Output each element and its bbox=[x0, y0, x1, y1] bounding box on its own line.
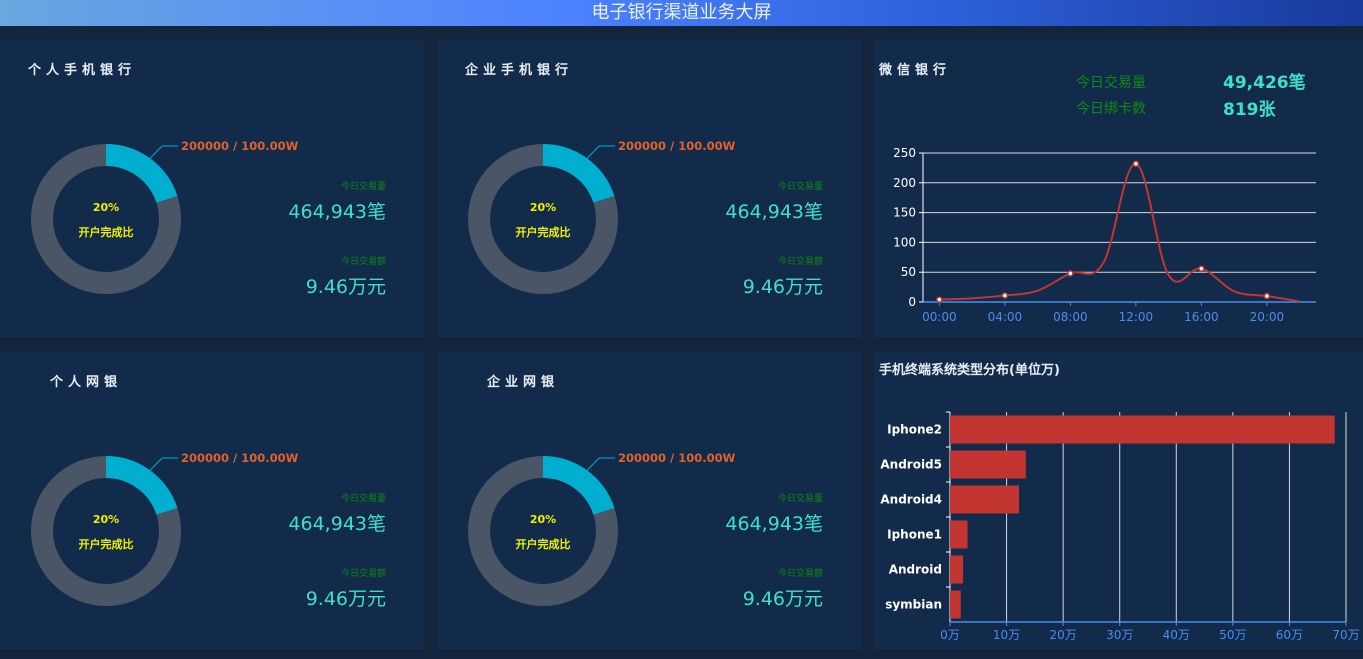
percent-label: 开户完成比 bbox=[78, 538, 134, 551]
percent-value: 20% bbox=[92, 201, 120, 214]
donut-panel: 企业网银 200000 / 100.00W 20% 开户完成比 今日交易量 46… bbox=[437, 352, 861, 650]
panel-title: 手机终端系统类型分布(单位万) bbox=[879, 363, 1060, 378]
y-tick-label: Iphone1 bbox=[887, 528, 942, 542]
amount-value: 9.46万元 bbox=[305, 588, 386, 610]
panel-title: 企业网银 bbox=[487, 375, 560, 390]
donut-panel: 个人手机银行 200000 / 100.00W 20% 开户完成比 今日交易量 … bbox=[0, 40, 424, 338]
donut-chart bbox=[31, 144, 181, 294]
donut-chart bbox=[468, 456, 618, 606]
percent-label: 开户完成比 bbox=[515, 226, 571, 239]
amount-label: 今日交易额 bbox=[340, 569, 386, 579]
count-label: 今日交易量 bbox=[340, 494, 386, 504]
label-leader-line bbox=[149, 457, 178, 471]
percent-label: 开户完成比 bbox=[78, 226, 134, 239]
donut-segment bbox=[468, 144, 618, 294]
panel-title: 微信银行 bbox=[879, 63, 952, 78]
line-chart: 0 50 100 150 200 250 00:00 04:00 08:00 12:00 16:00… bbox=[893, 146, 1316, 324]
x-tick-label: 20:00 bbox=[1250, 310, 1285, 324]
percent-value: 20% bbox=[529, 513, 557, 526]
x-tick-label: 30万 bbox=[1106, 628, 1133, 642]
y-tick-label: 50 bbox=[901, 265, 916, 279]
data-point bbox=[1198, 265, 1205, 272]
y-tick-label: 250 bbox=[893, 146, 916, 160]
wechat-bank-panel: 微信银行 今日交易量 49,426笔 今日绑卡数 819张 0 50 100 150 2… bbox=[874, 40, 1363, 338]
x-tick-label: 70万 bbox=[1332, 628, 1359, 642]
y-tick-label: Android5 bbox=[880, 458, 942, 472]
donut-segment bbox=[468, 456, 618, 606]
x-tick-label: 20万 bbox=[1050, 628, 1077, 642]
donut-panel: 企业手机银行 200000 / 100.00W 20% 开户完成比 今日交易量 … bbox=[437, 40, 861, 338]
x-tick-label: 10万 bbox=[993, 628, 1020, 642]
line-series bbox=[939, 162, 1300, 303]
donut-chart bbox=[31, 456, 181, 606]
amount-value: 9.46万元 bbox=[742, 276, 823, 298]
bar bbox=[950, 415, 1335, 444]
count-value: 464,943笔 bbox=[725, 201, 823, 223]
data-point bbox=[1001, 292, 1009, 299]
donut-segment bbox=[31, 144, 181, 294]
amount-value: 9.46万元 bbox=[742, 588, 823, 610]
count-label: 今日交易量 bbox=[777, 494, 823, 504]
count-label: 今日交易量 bbox=[777, 182, 823, 192]
label-leader-line bbox=[149, 145, 178, 159]
data-point bbox=[1067, 270, 1074, 277]
y-tick-label: Android bbox=[889, 563, 942, 577]
y-tick-label: Iphone2 bbox=[887, 423, 942, 437]
x-tick-label: 50万 bbox=[1219, 628, 1246, 642]
donut-label: 200000 / 100.00W bbox=[618, 451, 736, 465]
y-tick-label: 150 bbox=[893, 206, 916, 220]
panel-title: 个人手机银行 bbox=[28, 63, 137, 78]
count-value: 464,943笔 bbox=[288, 201, 386, 223]
count-label: 今日交易量 bbox=[340, 182, 386, 192]
amount-label: 今日交易额 bbox=[777, 257, 823, 267]
x-tick-label: 08:00 bbox=[1053, 310, 1088, 324]
bar bbox=[950, 485, 1020, 514]
x-tick-label: 40万 bbox=[1163, 628, 1190, 642]
data-point bbox=[1132, 160, 1140, 167]
bar bbox=[950, 555, 964, 584]
data-point bbox=[936, 296, 943, 303]
y-tick-label: 200 bbox=[893, 176, 916, 190]
donut-label: 200000 / 100.00W bbox=[618, 139, 736, 153]
percent-value: 20% bbox=[92, 513, 120, 526]
donut-chart bbox=[468, 144, 618, 294]
amount-label: 今日交易额 bbox=[777, 569, 823, 579]
percent-label: 开户完成比 bbox=[515, 538, 571, 551]
tx-value: 49,426笔 bbox=[1223, 73, 1306, 93]
label-leader-line bbox=[586, 145, 615, 159]
label-leader-line bbox=[586, 457, 615, 471]
panel-title: 个人网银 bbox=[50, 375, 123, 390]
count-value: 464,943笔 bbox=[288, 513, 386, 535]
x-tick-label: 04:00 bbox=[988, 310, 1023, 324]
bar bbox=[950, 520, 968, 549]
page-title: 电子银行渠道业务大屏 bbox=[591, 2, 772, 23]
panel-title: 企业手机银行 bbox=[465, 63, 574, 78]
y-tick-label: Android4 bbox=[880, 493, 942, 507]
x-tick-label: 16:00 bbox=[1184, 310, 1219, 324]
donut-segment bbox=[31, 456, 181, 606]
y-tick-label: symbian bbox=[885, 598, 942, 612]
page-header: 电子银行渠道业务大屏 bbox=[0, 0, 1363, 26]
terminal-panel: 手机终端系统类型分布(单位万) 0万 10万 20万 30万 40万 50万 60万 70万 I… bbox=[874, 352, 1363, 650]
donut-panel: 个人网银 200000 / 100.00W 20% 开户完成比 今日交易量 46… bbox=[0, 352, 424, 650]
tx-label: 今日交易量 bbox=[1076, 75, 1146, 91]
y-tick-label: 0 bbox=[908, 295, 916, 309]
x-tick-label: 00:00 bbox=[922, 310, 957, 324]
x-tick-label: 12:00 bbox=[1119, 310, 1154, 324]
bar-chart: 0万 10万 20万 30万 40万 50万 60万 70万 Iphone2 Android5 An… bbox=[880, 411, 1360, 642]
bar bbox=[950, 450, 1026, 479]
donut-label: 200000 / 100.00W bbox=[181, 451, 299, 465]
amount-label: 今日交易额 bbox=[340, 257, 386, 267]
x-tick-label: 60万 bbox=[1276, 628, 1303, 642]
count-value: 464,943笔 bbox=[725, 513, 823, 535]
percent-value: 20% bbox=[529, 201, 557, 214]
card-value: 819张 bbox=[1223, 100, 1276, 120]
card-label: 今日绑卡数 bbox=[1076, 101, 1146, 117]
x-tick-label: 0万 bbox=[940, 628, 960, 642]
y-tick-label: 100 bbox=[893, 235, 916, 249]
amount-value: 9.46万元 bbox=[305, 276, 386, 298]
donut-label: 200000 / 100.00W bbox=[181, 139, 299, 153]
bar bbox=[950, 590, 961, 619]
data-point bbox=[1263, 292, 1271, 300]
